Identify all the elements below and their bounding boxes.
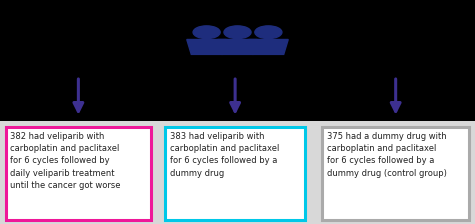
Circle shape — [224, 26, 251, 39]
Text: 375 had a dummy drug with
carboplatin and paclitaxel
for 6 cycles followed by a
: 375 had a dummy drug with carboplatin an… — [327, 132, 446, 178]
Text: 383 had veliparib with
carboplatin and paclitaxel
for 6 cycles followed by a
dum: 383 had veliparib with carboplatin and p… — [170, 132, 279, 178]
Circle shape — [255, 26, 282, 39]
Polygon shape — [218, 39, 257, 54]
FancyBboxPatch shape — [6, 127, 151, 220]
FancyBboxPatch shape — [165, 127, 305, 220]
Circle shape — [193, 26, 220, 39]
Bar — [0, 121, 475, 224]
Text: 382 had veliparib with
carboplatin and paclitaxel
for 6 cycles followed by
daily: 382 had veliparib with carboplatin and p… — [10, 132, 121, 190]
Bar — [0, 0, 475, 121]
Polygon shape — [187, 39, 227, 54]
Polygon shape — [248, 39, 288, 54]
FancyBboxPatch shape — [322, 127, 469, 220]
